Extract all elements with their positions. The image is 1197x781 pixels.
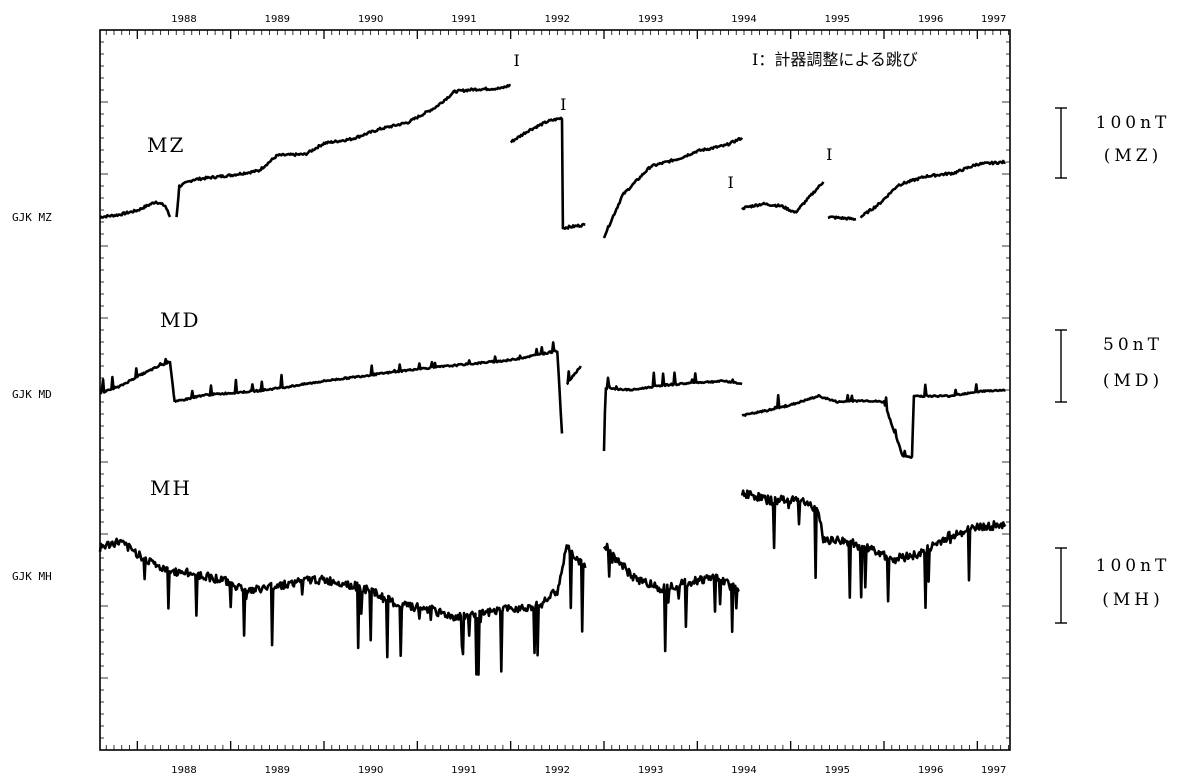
trace-segment-mh [604, 544, 739, 651]
row-label-md: GJK MD [12, 388, 52, 401]
year-tick-label: 1995 [825, 765, 850, 776]
year-tick-label: 1992 [545, 14, 570, 25]
row-label-mz: GJK MZ [12, 211, 52, 224]
series-title-mh: MH [150, 476, 192, 500]
trace-segment-md [100, 359, 175, 402]
year-tick-label: 1989 [265, 14, 290, 25]
scale-value-mz: 100nT [1096, 113, 1171, 133]
trace-segment-mz [100, 202, 170, 218]
year-tick-label: 1993 [638, 765, 663, 776]
scale-bar-mz: 100nT (MZ) [1055, 108, 1170, 178]
year-tick-label: 1997 [981, 14, 1006, 25]
trace-segment-mz [828, 217, 856, 220]
jump-marker: I [826, 145, 832, 164]
year-tick-label: 1988 [171, 765, 196, 776]
jump-marker: I [728, 173, 734, 192]
scale-unit-md: (MD) [1103, 371, 1163, 391]
jump-marker: I [514, 51, 520, 70]
year-tick-label: 1990 [358, 765, 383, 776]
scale-value-md: 50nT [1103, 335, 1163, 355]
trace-segment-md [742, 384, 1005, 457]
row-label-mh: GJK MH [12, 570, 52, 583]
trace-segment-md [567, 366, 581, 384]
trace-segment-md [604, 373, 742, 451]
bottom-year-labels: 1988 1989 1990 1991 1992 1993 1994 1995 1996 1997 [171, 765, 1006, 776]
trace-segment-mz [177, 85, 511, 217]
top-year-labels: 1988 1989 1990 1991 1992 1993 1994 1995 1996 1997 [171, 14, 1006, 25]
year-tick-label: 1990 [358, 14, 383, 25]
series-title-md: MD [160, 308, 201, 332]
year-tick-label: 1993 [638, 14, 663, 25]
year-tick-label: 1997 [981, 765, 1006, 776]
trace-segment-mh [742, 491, 1005, 608]
scale-bar-mh: 100nT (MH) [1055, 548, 1170, 623]
trace-segment-mh [100, 539, 585, 675]
year-tick-label: 1996 [918, 765, 943, 776]
year-tick-label: 1991 [451, 14, 476, 25]
jump-marker: I [560, 95, 566, 114]
data-traces [100, 85, 1005, 675]
trace-segment-mz [604, 138, 742, 238]
year-tick-label: 1996 [918, 14, 943, 25]
series-mz [100, 85, 1005, 238]
scale-bars: 100nT (MZ) 50nT (MD) 100nT (MH) [1055, 108, 1170, 623]
year-tick-label: 1991 [451, 765, 476, 776]
year-tick-label: 1988 [171, 14, 196, 25]
series-md [100, 342, 1005, 457]
trace-segment-mz [742, 182, 823, 213]
legend-note: I：計器調整による跳び [752, 50, 918, 69]
series-mh [100, 491, 1005, 675]
series-labels: GJK MZ MZ GJK MD MD GJK MH MH [12, 133, 201, 583]
trace-segment-md [175, 342, 562, 433]
scale-unit-mz: (MZ) [1104, 146, 1162, 166]
year-tick-label: 1989 [265, 765, 290, 776]
scale-bar-md: 50nT (MD) [1055, 330, 1163, 402]
series-title-mz: MZ [147, 133, 185, 157]
trace-segment-mz [511, 118, 586, 229]
year-tick-label: 1992 [545, 765, 570, 776]
scale-unit-mh: (MH) [1102, 590, 1164, 610]
year-tick-label: 1995 [825, 14, 850, 25]
year-tick-label: 1994 [731, 14, 756, 25]
scale-value-mh: 100nT [1096, 556, 1171, 576]
year-tick-label: 1994 [731, 765, 756, 776]
trace-segment-mz [861, 161, 1006, 218]
